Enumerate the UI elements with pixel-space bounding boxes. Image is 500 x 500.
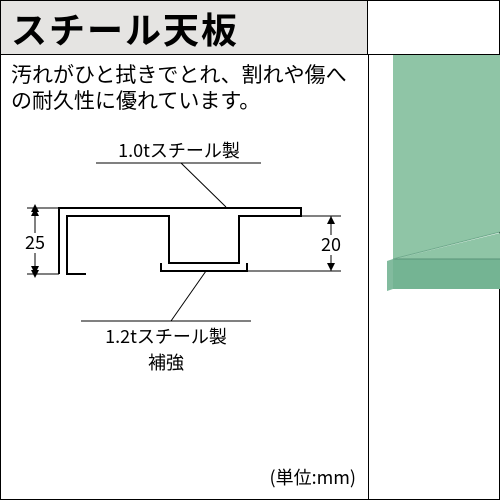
unit-label: (単位:mm) <box>269 464 356 490</box>
title-text: スチール天板 <box>11 2 239 54</box>
top-right-cell <box>368 1 500 55</box>
title-band: スチール天板 <box>1 1 368 55</box>
dim-right: 20 <box>321 231 341 257</box>
label-reinforce: 補強 <box>148 349 184 375</box>
figure-root: スチール天板 汚れがひと拭きでとれ、割れや傷への耐久性に優れています。 1.0t… <box>0 0 500 500</box>
slab-illustration <box>369 55 500 500</box>
right-panel <box>369 55 500 500</box>
description-text: 汚れがひと拭きでとれ、割れや傷への耐久性に優れています。 <box>11 61 361 114</box>
cross-section-diagram: 1.0tスチール製 25 25 <box>1 121 368 500</box>
label-top-steel: 1.0tスチール製 <box>118 137 240 163</box>
dim-left-dup: 25 <box>25 229 45 255</box>
slab-left-edge <box>387 259 393 291</box>
slab-front-face <box>393 259 500 289</box>
slab-top-face <box>393 55 500 259</box>
label-bottom-steel: 1.2tスチール製 <box>105 323 227 349</box>
